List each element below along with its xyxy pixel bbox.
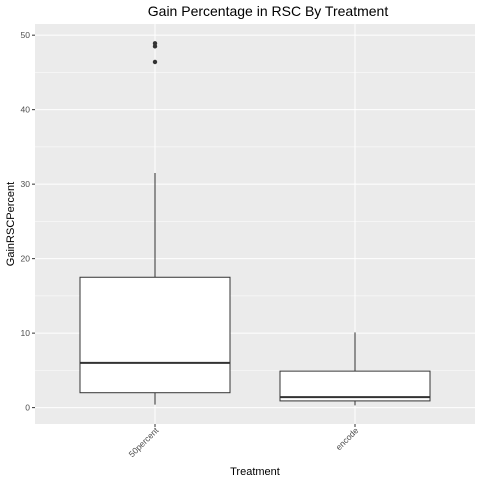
x-axis-title: Treatment [230,466,280,478]
box-body [279,370,431,402]
y-tick-label: 10 [21,328,31,338]
y-tick-label: 50 [21,30,31,40]
x-tick-label: 50percent [127,425,161,459]
y-tick-label: 30 [21,179,31,189]
y-axis-title: GainRSCPercent [5,182,17,266]
y-axis: 0 10 20 30 40 50 [21,30,35,413]
box-encode [279,332,431,406]
y-tick-label: 40 [21,105,31,115]
major-gridlines [35,24,475,424]
outlier-point [152,59,158,65]
boxes [79,41,431,406]
outlier-point [152,41,158,46]
box-body [79,276,231,394]
box-50percent [79,41,231,405]
x-tick-label: encode [334,425,361,452]
y-tick-label: 0 [25,403,30,413]
x-axis: 50percent encode [127,424,361,459]
chart-title: Gain Percentage in RSC By Treatment [148,3,389,19]
y-tick-label: 20 [21,254,31,264]
